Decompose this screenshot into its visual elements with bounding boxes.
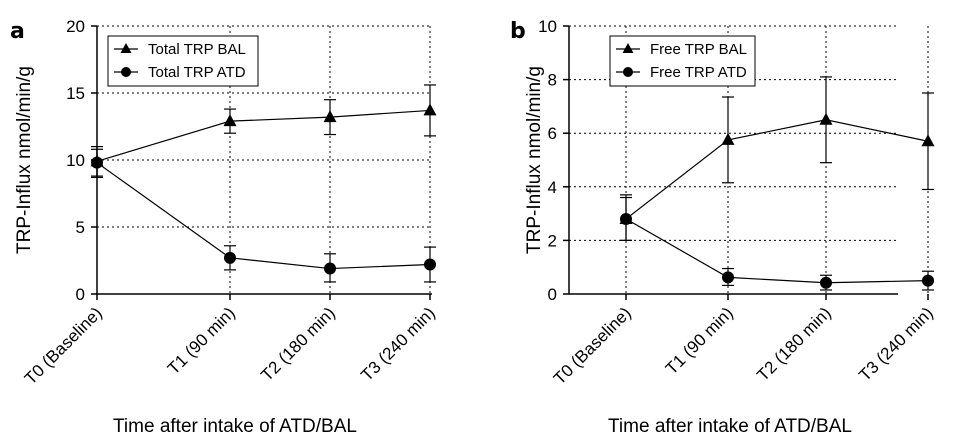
- data-point-triangle: [921, 134, 935, 147]
- series-triangle: [619, 76, 935, 241]
- data-point-circle: [424, 258, 436, 271]
- series-circle: [91, 148, 436, 283]
- legend-box: [107, 35, 259, 87]
- data-point-triangle: [819, 112, 833, 125]
- data-point-triangle: [323, 110, 337, 123]
- legend-marker-circle: [623, 67, 633, 77]
- data-point-circle: [91, 156, 103, 169]
- x-tick-label: T2 (180 min): [753, 303, 835, 385]
- y-axis-title: TRP-Influx nmol/min/g: [14, 66, 35, 254]
- chart-panel-b: b 0 2 4 6 8 10 T0 (Baseline) T1 (90 min) T2 (180 …: [510, 17, 937, 437]
- series-line: [625, 218, 929, 284]
- legend: Total TRP BAL Total TRP ATD: [107, 35, 259, 87]
- x-axis-title: Time after intake of ATD/BAL: [113, 416, 357, 437]
- series-triangle: [90, 84, 437, 179]
- data-point-circle: [820, 276, 832, 289]
- x-axis-title: Time after intake of ATD/BAL: [608, 416, 852, 437]
- y-tick-label: 5: [76, 218, 85, 237]
- legend: Free TRP BAL Free TRP ATD: [609, 35, 756, 87]
- y-tick-label: 2: [548, 231, 557, 250]
- legend-label: Total TRP BAL: [148, 41, 246, 58]
- y-tick-label: 0: [548, 285, 557, 304]
- series-line: [96, 109, 431, 162]
- x-tick-label: T2 (180 min): [257, 303, 339, 385]
- y-tick-label: 20: [66, 17, 85, 36]
- y-tick-label: 10: [66, 151, 85, 170]
- panel-label: b: [510, 19, 526, 44]
- legend-marker-triangle: [120, 43, 132, 53]
- y-tick-label: 0: [76, 285, 85, 304]
- panel-label: a: [10, 19, 25, 44]
- data-point-triangle: [721, 132, 735, 145]
- data-point-circle: [620, 212, 632, 225]
- x-tick-label: T3 (240 min): [855, 303, 937, 385]
- series-line: [96, 162, 431, 270]
- y-tick-label: 6: [548, 124, 557, 143]
- legend-label: Total TRP ATD: [148, 64, 246, 81]
- y-tick-label: 8: [548, 71, 557, 90]
- y-tick-label: 10: [538, 17, 557, 36]
- legend-box: [609, 35, 756, 87]
- data-point-triangle: [223, 114, 237, 127]
- x-tick-label: T1 (90 min): [662, 303, 737, 378]
- data-point-circle: [722, 271, 734, 284]
- x-tick-label: T0 (Baseline): [21, 303, 106, 388]
- data-point-circle: [922, 274, 934, 287]
- legend-label: Free TRP ATD: [650, 64, 747, 81]
- data-point-circle: [324, 262, 336, 275]
- y-tick-label: 4: [548, 178, 557, 197]
- legend-label: Free TRP BAL: [650, 41, 747, 58]
- data-point-triangle: [423, 103, 437, 116]
- x-tick-label: T0 (Baseline): [550, 303, 635, 388]
- x-tick-label: T1 (90 min): [164, 303, 239, 378]
- series-line: [625, 119, 929, 220]
- legend-marker-circle: [121, 67, 131, 77]
- y-axis-title: TRP-Influx nmol/min/g: [524, 66, 545, 254]
- legend-marker-triangle: [622, 43, 634, 53]
- data-point-circle: [224, 251, 236, 264]
- x-tick-label: T3 (240 min): [357, 303, 439, 385]
- chart-panel-a: a 0 5 10 15 20 T0 (Baseline) T1 (90 min) T2 (180…: [10, 17, 439, 437]
- series-circle: [620, 196, 934, 291]
- y-tick-label: 15: [66, 84, 85, 103]
